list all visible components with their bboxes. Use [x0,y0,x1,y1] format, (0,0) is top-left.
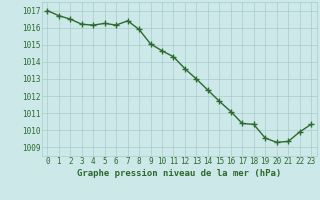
X-axis label: Graphe pression niveau de la mer (hPa): Graphe pression niveau de la mer (hPa) [77,169,281,178]
